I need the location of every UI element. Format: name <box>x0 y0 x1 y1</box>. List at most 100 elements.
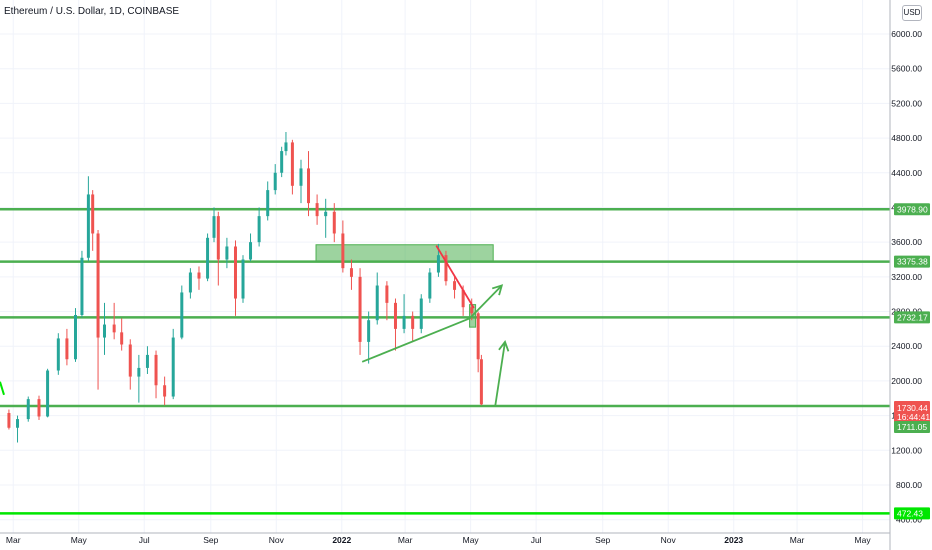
candle-body <box>280 151 284 173</box>
level-price-tag-bg <box>894 203 930 216</box>
chart-title: Ethereum / U.S. Dollar, 1D, COINBASE <box>4 6 180 17</box>
price-tick-label: 400.00 <box>896 515 922 525</box>
time-tick-label: Sep <box>595 535 610 545</box>
candle-body <box>315 203 319 217</box>
time-axis[interactable]: Mar May Jul Sep Nov 2022 Mar May Jul Sep Nov 2023 Ma… <box>0 532 890 545</box>
candle-body <box>80 257 84 316</box>
current-price-tag-bg <box>894 401 930 423</box>
price-tick-label: 2400.00 <box>891 341 922 351</box>
candle-body <box>37 399 41 417</box>
candle-body <box>419 298 423 329</box>
candle-body <box>307 168 311 204</box>
candle-body <box>375 285 379 321</box>
time-tick-label: Mar <box>790 535 805 545</box>
candle-body <box>91 194 95 234</box>
breakout-arrow-head[interactable] <box>491 284 504 296</box>
candle-body <box>206 237 210 279</box>
candle-body <box>65 338 69 360</box>
time-tick-label: Sep <box>203 535 218 545</box>
candle-body <box>428 272 432 299</box>
candle-body <box>197 272 201 279</box>
candle-body <box>393 302 397 329</box>
candle-body <box>212 216 216 238</box>
candle-body <box>332 211 336 234</box>
price-axis[interactable]: 6000.005600.005200.004800.004400.004000.… <box>889 0 922 550</box>
candles <box>7 132 483 443</box>
candle-body <box>385 285 389 303</box>
countdown-label: 16:44:41 <box>897 412 930 422</box>
downtrend-line[interactable] <box>435 245 475 309</box>
candle-body <box>249 242 253 260</box>
price-tick-label: 6000.00 <box>891 29 922 39</box>
current-price-label: 1730.44 <box>897 403 928 413</box>
candle-body <box>225 246 229 260</box>
price-tick-label: 5600.00 <box>891 64 922 74</box>
candle-body <box>444 255 448 282</box>
candle-body <box>290 142 294 186</box>
candle-body <box>26 399 30 420</box>
candle-body <box>112 324 116 333</box>
time-tick-label: Jul <box>139 535 150 545</box>
projection-arrow-head[interactable] <box>498 340 510 352</box>
candle-body <box>128 344 132 377</box>
candle-body <box>402 315 406 329</box>
price-tick-label: 2000.00 <box>891 376 922 386</box>
price-tick-label: 1200.00 <box>891 445 922 455</box>
price-tick-label: 3600.00 <box>891 237 922 247</box>
trend-drawings[interactable] <box>0 245 510 406</box>
time-tick-label: May <box>71 535 88 545</box>
candle-body <box>180 292 184 338</box>
candle-body <box>358 276 362 342</box>
candle-body <box>216 216 220 260</box>
level-price-tag: 3375.38 <box>897 257 928 267</box>
candle-body <box>266 190 270 217</box>
candle-body <box>46 370 50 417</box>
candle-body <box>436 255 440 273</box>
level-price-tag-bg <box>894 421 930 433</box>
price-tick-label: 4800.00 <box>891 133 922 143</box>
candle-body <box>137 367 141 377</box>
price-tick-label: 3200.00 <box>891 272 922 282</box>
candle-body <box>56 338 60 371</box>
candle-body <box>188 272 192 293</box>
candle-body <box>257 216 261 243</box>
candle-body <box>273 172 277 191</box>
candle-body <box>16 419 20 428</box>
projection-arrow-line[interactable] <box>494 341 506 406</box>
price-tags: 3978.90 3375.38 2732.17 472.43 1730.4416:44:… <box>894 203 930 520</box>
breakout-arrow-line[interactable] <box>468 284 503 320</box>
candle-body <box>324 211 328 217</box>
candle-body <box>349 268 353 277</box>
time-tick-label: May <box>463 535 480 545</box>
candle-body <box>120 332 124 345</box>
candle-body <box>7 413 11 428</box>
candle-body <box>96 233 100 338</box>
candle-body <box>154 354 158 386</box>
level-price-tag: 3978.90 <box>897 204 928 214</box>
candle-body <box>479 359 483 405</box>
level-price-tag: 1711.05 <box>897 422 927 432</box>
price-tick-label: 4400.00 <box>891 168 922 178</box>
level-price-tag-bg <box>894 507 930 520</box>
candle-body <box>86 194 90 258</box>
horizontal-levels[interactable] <box>0 208 890 515</box>
time-tick-label: Jul <box>531 535 542 545</box>
candle-body <box>461 289 465 308</box>
candle-body <box>241 259 245 299</box>
time-tick-label: 2023 <box>724 535 743 545</box>
candle-body <box>367 320 371 342</box>
support-trendline[interactable] <box>361 317 470 363</box>
time-tick-label: Nov <box>269 535 285 545</box>
candle-body <box>102 324 106 338</box>
candle-body <box>163 385 167 397</box>
candle-body <box>470 307 474 314</box>
currency-button[interactable]: USD <box>902 5 922 21</box>
time-tick-label: May <box>855 535 872 545</box>
level-price-tag-bg <box>894 255 930 268</box>
candle-body <box>476 313 480 360</box>
time-tick-label: Nov <box>661 535 677 545</box>
level-price-tag: 472.43 <box>897 508 923 518</box>
candle-body <box>171 337 175 397</box>
time-tick-label: Mar <box>398 535 413 545</box>
